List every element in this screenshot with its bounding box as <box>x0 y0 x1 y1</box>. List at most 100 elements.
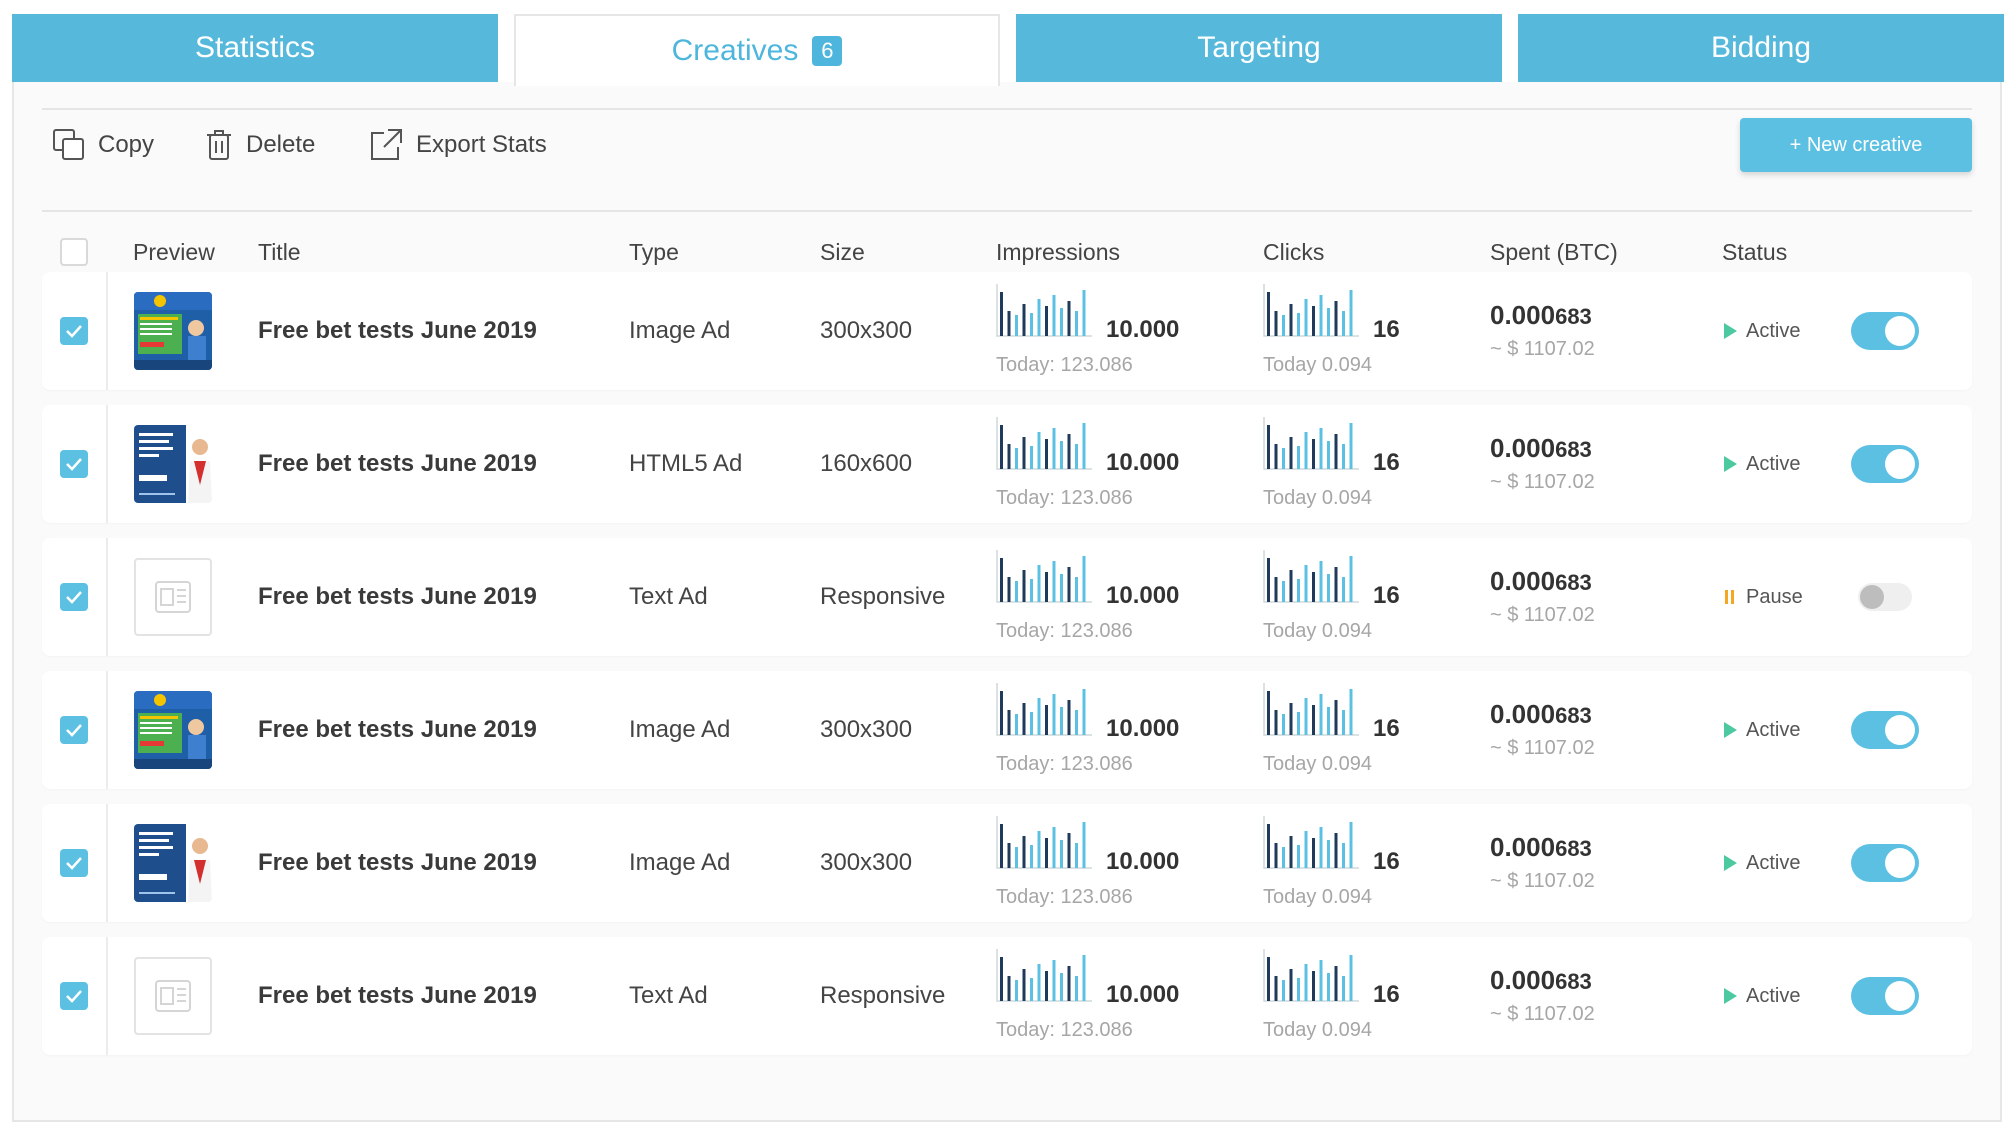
impressions-cell: 10.000 Today: 123.086 <box>996 671 1216 789</box>
creative-title[interactable]: Free bet tests June 2019 <box>258 583 537 610</box>
row-checkbox[interactable] <box>60 937 88 1055</box>
clicks-cell: 16 Today 0.094 <box>1263 937 1463 1055</box>
preview-cell[interactable] <box>134 538 212 656</box>
play-icon <box>1724 456 1737 472</box>
spent-btc-main: 0.000 <box>1490 699 1556 729</box>
play-icon <box>1724 855 1737 871</box>
creative-title[interactable]: Free bet tests June 2019 <box>258 849 537 876</box>
spent-cell: 0.000683 ~ $ 1107.02 <box>1490 937 1690 1055</box>
preview-cell[interactable] <box>134 937 212 1055</box>
status-indicator: Active <box>1722 272 1800 390</box>
status-toggle[interactable] <box>1851 937 1919 1055</box>
tab-bidding[interactable]: Bidding <box>1518 14 2004 82</box>
clicks-value: 16 <box>1373 848 1400 875</box>
spent-btc-rest: 683 <box>1555 969 1592 994</box>
spent-btc-main: 0.000 <box>1490 832 1556 862</box>
spent-cell: 0.000683 ~ $ 1107.02 <box>1490 538 1690 656</box>
impressions-cell: 10.000 Today: 123.086 <box>996 937 1216 1055</box>
clicks-today: Today 0.094 <box>1263 354 1372 376</box>
clicks-value: 16 <box>1373 582 1400 609</box>
row-checkbox[interactable] <box>60 804 88 922</box>
toggle-switch[interactable] <box>1851 977 1919 1015</box>
clicks-today: Today 0.094 <box>1263 620 1372 642</box>
export-stats-button[interactable]: Export Stats <box>368 120 547 170</box>
tab-creatives[interactable]: Creatives 6 <box>514 14 1000 86</box>
checkbox <box>60 982 88 1010</box>
impressions-sparkline <box>996 417 1092 470</box>
toggle-switch[interactable] <box>1851 312 1919 350</box>
preview-cell[interactable] <box>134 272 212 390</box>
preview-cell[interactable] <box>134 804 212 922</box>
spent-btc: 0.000683 <box>1490 699 1592 730</box>
spent-btc: 0.000683 <box>1490 965 1592 996</box>
clicks-sparkline <box>1263 816 1359 869</box>
delete-button[interactable]: Delete <box>204 120 315 170</box>
tab-targeting[interactable]: Targeting <box>1016 14 1502 82</box>
status-label: Active <box>1746 851 1801 874</box>
row-checkbox[interactable] <box>60 538 88 656</box>
impressions-sparkline <box>996 816 1092 869</box>
table-row[interactable]: Free bet tests June 2019 Image Ad 300x30… <box>42 671 1972 789</box>
row-checkbox[interactable] <box>60 671 88 789</box>
row-divider <box>106 538 108 656</box>
spent-cell: 0.000683 ~ $ 1107.02 <box>1490 272 1690 390</box>
preview-cell[interactable] <box>134 671 212 789</box>
checkbox <box>60 238 88 266</box>
external-link-icon <box>371 129 402 160</box>
copy-button[interactable]: Copy <box>52 120 154 170</box>
impressions-today: Today: 123.086 <box>996 487 1133 509</box>
new-creative-button[interactable]: + New creative <box>1740 118 1972 172</box>
toggle-knob <box>1885 449 1915 479</box>
status-indicator: Active <box>1722 671 1800 789</box>
impressions-sparkline <box>996 949 1092 1002</box>
status-toggle[interactable] <box>1851 804 1919 922</box>
status-toggle[interactable] <box>1858 538 1912 656</box>
preview-cell[interactable] <box>134 405 212 523</box>
creative-title[interactable]: Free bet tests June 2019 <box>258 716 537 743</box>
row-checkbox[interactable] <box>60 272 88 390</box>
checkmark-icon <box>66 724 82 737</box>
table-row[interactable]: Free bet tests June 2019 Image Ad 300x30… <box>42 272 1972 390</box>
spent-btc-rest: 683 <box>1555 570 1592 595</box>
table-row[interactable]: Free bet tests June 2019 Text Ad Respons… <box>42 937 1972 1055</box>
status-label: Active <box>1746 718 1801 741</box>
row-checkbox[interactable] <box>60 405 88 523</box>
spent-usd: ~ $ 1107.02 <box>1490 1003 1595 1025</box>
creative-size: Responsive <box>820 583 946 610</box>
spent-btc: 0.000683 <box>1490 300 1592 331</box>
clicks-cell: 16 Today 0.094 <box>1263 272 1463 390</box>
checkbox <box>60 317 88 345</box>
creative-title[interactable]: Free bet tests June 2019 <box>258 450 537 477</box>
table-row[interactable]: Free bet tests June 2019 HTML5 Ad 160x60… <box>42 405 1972 523</box>
toggle-knob <box>1860 585 1884 609</box>
spent-btc-main: 0.000 <box>1490 300 1556 330</box>
creative-title[interactable]: Free bet tests June 2019 <box>258 317 537 344</box>
tab-statistics[interactable]: Statistics <box>12 14 498 82</box>
table-row[interactable]: Free bet tests June 2019 Text Ad Respons… <box>42 538 1972 656</box>
creative-type: Image Ad <box>629 849 731 876</box>
spent-btc: 0.000683 <box>1490 566 1592 597</box>
spent-btc-rest: 683 <box>1555 304 1592 329</box>
spent-btc: 0.000683 <box>1490 832 1592 863</box>
checkmark-icon <box>66 458 82 471</box>
impressions-today: Today: 123.086 <box>996 1019 1133 1041</box>
clicks-cell: 16 Today 0.094 <box>1263 804 1463 922</box>
toggle-knob <box>1885 848 1915 878</box>
toggle-switch[interactable] <box>1851 445 1919 483</box>
header-clicks: Clicks <box>1263 238 1325 265</box>
toggle-switch[interactable] <box>1851 711 1919 749</box>
creative-title[interactable]: Free bet tests June 2019 <box>258 982 537 1009</box>
table-row[interactable]: Free bet tests June 2019 Image Ad 300x30… <box>42 804 1972 922</box>
toggle-switch[interactable] <box>1851 844 1919 882</box>
checkmark-icon <box>66 857 82 870</box>
row-divider <box>106 937 108 1055</box>
toggle-switch[interactable] <box>1858 583 1912 611</box>
status-toggle[interactable] <box>1851 405 1919 523</box>
creative-type: Image Ad <box>629 716 731 743</box>
select-all-checkbox[interactable] <box>60 227 88 277</box>
status-toggle[interactable] <box>1851 671 1919 789</box>
status-toggle[interactable] <box>1851 272 1919 390</box>
spent-btc-rest: 683 <box>1555 703 1592 728</box>
copy-icon <box>53 129 84 160</box>
checkmark-icon <box>66 325 82 338</box>
